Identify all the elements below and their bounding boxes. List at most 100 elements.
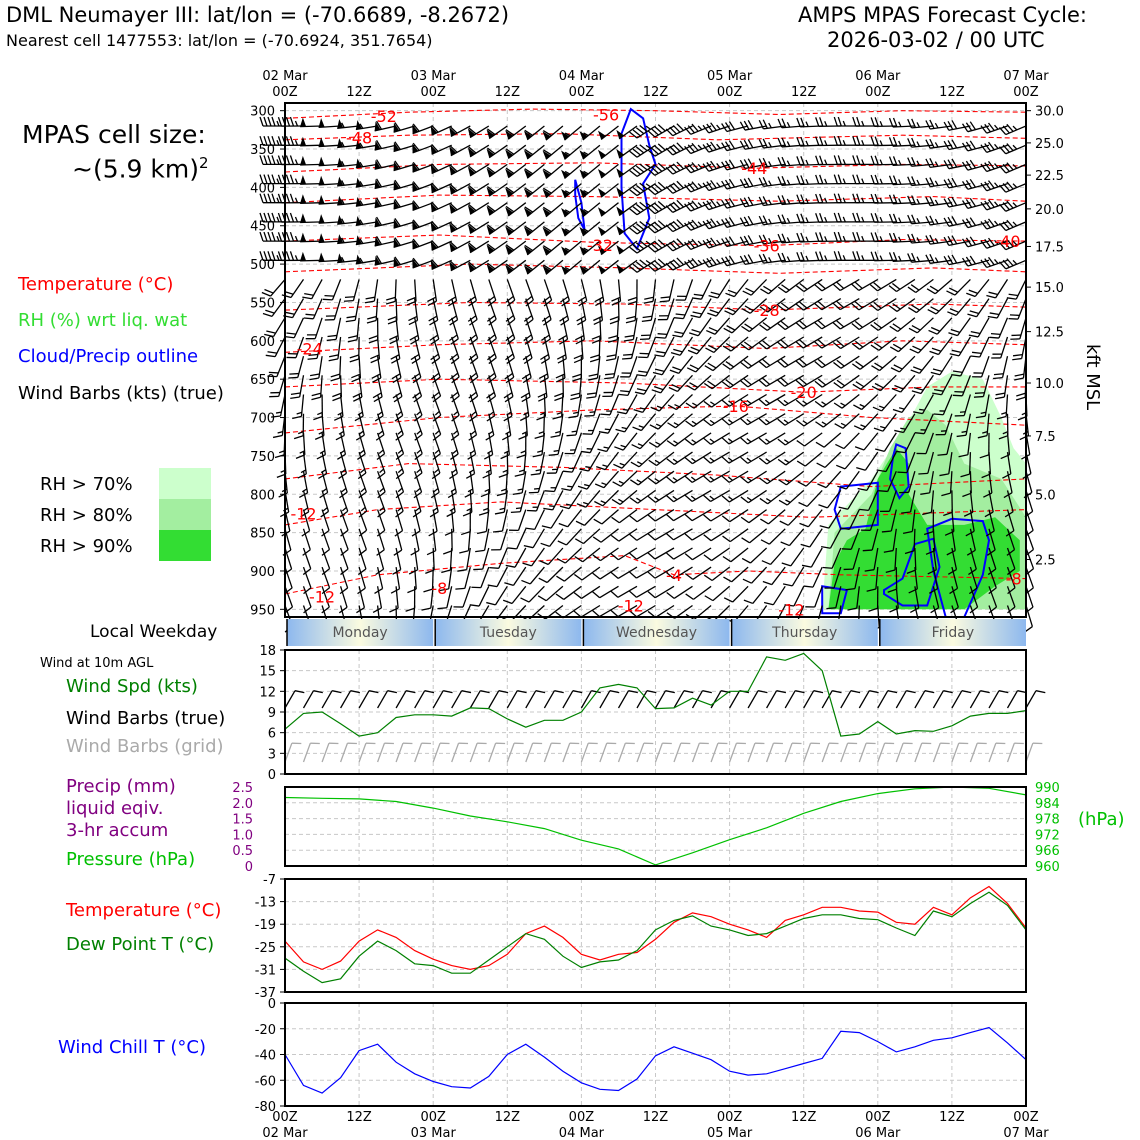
barb-feather <box>777 118 783 128</box>
barb-half <box>916 217 921 224</box>
barb-staff <box>654 240 675 253</box>
wind-barb <box>449 202 471 214</box>
wind-barb <box>759 298 786 313</box>
barb-feather <box>412 257 420 266</box>
barb-flag <box>374 179 381 189</box>
barb-feather <box>822 566 833 569</box>
barb-feather <box>594 483 605 489</box>
barb-feather <box>781 284 790 291</box>
barb-feather <box>267 212 272 223</box>
barb-staff <box>414 547 419 570</box>
barb-feather <box>267 375 277 378</box>
barb-half <box>583 170 589 175</box>
barb-staff <box>750 547 768 564</box>
barb-staff <box>485 509 490 532</box>
barb-feather <box>760 518 769 525</box>
barb-feather <box>773 742 783 745</box>
barb-feather <box>316 454 326 460</box>
barb-half <box>716 124 721 130</box>
wind-barb <box>561 221 582 237</box>
barb-staff <box>843 432 860 450</box>
wind-barb <box>814 336 842 349</box>
barb-staff <box>768 278 786 295</box>
barb-staff <box>274 336 286 357</box>
barb-feather <box>873 427 884 432</box>
wind-barb <box>586 375 601 399</box>
barb-feather <box>702 239 710 249</box>
barb-staff <box>377 690 389 709</box>
barb-feather <box>346 315 357 319</box>
barb-staff <box>582 144 601 160</box>
barb-feather <box>817 358 826 367</box>
barb-flag <box>486 263 495 273</box>
barb-feather <box>937 453 948 456</box>
barb-feather <box>970 355 980 358</box>
barb-feather <box>332 392 342 398</box>
barb-staff <box>951 586 959 608</box>
barb-flag <box>318 194 325 205</box>
wind-barb <box>843 547 860 571</box>
wind-barb <box>337 253 360 264</box>
barb-staff <box>431 221 452 232</box>
barb-feather <box>721 199 728 209</box>
barb-flag <box>597 226 606 236</box>
wind-barb-grid <box>414 742 432 763</box>
barb-feather <box>870 155 875 165</box>
barb-feather <box>862 549 873 552</box>
wind-barb <box>559 490 582 510</box>
wind-barb-10m <box>525 690 546 709</box>
wind-barb <box>597 163 619 179</box>
barb-feather <box>669 145 677 154</box>
barb-feather <box>781 252 787 262</box>
barb-feather <box>911 195 917 205</box>
barb-feather <box>556 354 566 360</box>
barb-staff <box>339 566 349 589</box>
barb-feather <box>261 291 271 297</box>
barb-feather <box>635 146 645 154</box>
wind-barb <box>872 394 897 412</box>
wind-barb <box>393 528 403 556</box>
wind-barb-grid <box>562 742 580 763</box>
barb-staff <box>654 585 675 599</box>
barb-half <box>379 487 385 493</box>
barb-feather <box>705 347 715 353</box>
barb-feather <box>320 510 329 518</box>
wind-barb <box>277 193 304 204</box>
barb-feather <box>951 177 958 187</box>
barb-feather <box>721 456 730 464</box>
wind-barb <box>998 181 1027 193</box>
barb-staff <box>355 202 378 207</box>
barb-feather <box>929 253 935 264</box>
barb-staff <box>883 432 897 452</box>
barb-staff <box>545 144 564 160</box>
top-date-label: 07 Mar <box>1003 69 1049 84</box>
barb-feather <box>469 357 479 365</box>
barb-feather <box>721 238 728 247</box>
barb-half <box>786 198 791 205</box>
label-temp2: Temperature (°C) <box>66 900 222 921</box>
barb-staff <box>302 586 312 608</box>
barb-staff <box>900 374 916 393</box>
barb-feather <box>468 334 477 342</box>
wind-barb <box>616 202 638 217</box>
barb-feather <box>464 492 474 498</box>
wind-barb <box>300 175 323 185</box>
wind-barb <box>684 162 712 174</box>
barb-staff <box>448 567 453 589</box>
wind-barb <box>722 528 749 543</box>
wind-barb <box>541 509 564 529</box>
barb-staff <box>564 259 582 275</box>
barb-feather <box>901 511 911 514</box>
barb-feather <box>851 322 860 331</box>
wind-barb <box>833 212 860 223</box>
wind-barb <box>949 336 971 357</box>
wind-barb <box>597 432 620 453</box>
wind-barb <box>339 547 349 576</box>
barb-feather <box>684 145 692 154</box>
barb-feather <box>305 313 316 316</box>
wind-barb <box>574 547 601 563</box>
wind-barb <box>355 254 378 265</box>
barb-feather <box>943 121 950 131</box>
wind-barb <box>467 125 490 139</box>
barb-feather <box>574 556 584 563</box>
